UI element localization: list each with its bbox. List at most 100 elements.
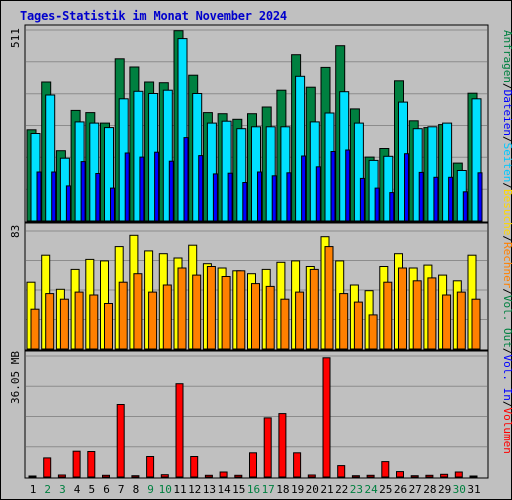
bar-dateien-day-2 (45, 94, 56, 222)
bar-seiten-day-14 (227, 172, 233, 222)
bar-rechner-day-14 (221, 276, 231, 350)
bar-seiten-day-23 (359, 177, 365, 222)
bar-rechner-day-17 (265, 285, 275, 350)
bar-dateien-day-5 (89, 122, 100, 222)
legend-volumen: Volumen (501, 408, 512, 454)
bar-rechner-day-1 (30, 308, 40, 350)
bar-rechner-day-2 (45, 293, 55, 350)
day-label-8: 8 (133, 483, 140, 496)
bar-rechner-day-21 (324, 246, 334, 350)
day-label-25: 25 (379, 483, 392, 496)
bar-volumen-day-4 (72, 450, 81, 478)
bar-dateien-day-15 (236, 128, 247, 222)
day-label-2: 2 (44, 483, 51, 496)
day-label-31: 31 (467, 483, 480, 496)
day-label-14: 14 (217, 483, 231, 496)
bar-dateien-day-8 (133, 90, 144, 222)
bar-rechner-day-25 (383, 281, 393, 350)
legend-seiten: Seiten (501, 143, 512, 183)
bar-rechner-day-31 (471, 298, 481, 350)
bar-volumen-day-28 (425, 474, 434, 478)
bar-dateien-day-19 (295, 75, 306, 222)
day-label-13: 13 (203, 483, 216, 496)
bar-seiten-day-21 (330, 151, 336, 222)
bar-rechner-day-26 (398, 267, 407, 350)
bar-seiten-day-1 (36, 171, 42, 222)
bar-seiten-day-26 (404, 153, 409, 222)
legend-separator: / (501, 288, 512, 295)
day-label-23: 23 (350, 483, 363, 496)
bar-seiten-day-4 (80, 161, 86, 222)
bar-seiten-day-15 (242, 182, 248, 222)
x-axis-day-labels: 1 2 3 4 5 6 7 8 9 10 11 12 13 14 15 16 17 18 19 20 21 22 23 24 2… (30, 483, 481, 496)
bar-rechner-day-10 (162, 284, 172, 350)
bar-seiten-day-17 (271, 175, 277, 222)
bar-rechner-day-8 (133, 273, 143, 350)
bar-seiten-day-7 (124, 152, 130, 222)
bar-volumen-day-6 (102, 474, 110, 478)
bar-seiten-day-19 (301, 155, 307, 222)
day-label-9: 9 (147, 483, 154, 496)
bar-volumen-day-13 (204, 474, 213, 478)
day-label-24: 24 (364, 483, 378, 496)
day-label-4: 4 (74, 483, 81, 496)
bar-rechner-day-23 (353, 301, 363, 350)
bar-dateien-day-17 (265, 126, 276, 222)
bar-seiten-day-12 (198, 155, 204, 222)
bar-rechner-day-12 (192, 274, 202, 350)
bar-rechner-day-15 (236, 270, 246, 350)
bar-dateien-day-14 (221, 120, 232, 222)
day-label-19: 19 (291, 483, 304, 496)
day-label-12: 12 (188, 483, 201, 496)
bar-dateien-day-6 (104, 127, 114, 222)
legend-vol-in: Vol. In (501, 355, 512, 401)
bar-dateien-day-25 (383, 155, 394, 222)
bar-volumen-day-10 (160, 474, 169, 478)
day-label-15: 15 (232, 483, 245, 496)
bar-seiten-day-6 (110, 187, 115, 222)
legend-vol-out: Vol. Out (501, 295, 512, 348)
bar-volumen-day-31 (469, 475, 478, 478)
legend-rechner: Rechner (501, 242, 512, 289)
bar-seiten-day-25 (389, 192, 395, 222)
bar-dateien-day-23 (353, 122, 364, 222)
day-label-27: 27 (409, 483, 422, 496)
bar-volumen-day-17 (263, 417, 272, 478)
day-label-3: 3 (59, 483, 66, 496)
bar-seiten-day-28 (433, 176, 439, 222)
bar-seiten-day-30 (462, 191, 468, 222)
bar-volumen-day-14 (219, 471, 228, 478)
bar-seiten-day-24 (374, 187, 380, 222)
bar-seiten-day-11 (183, 137, 189, 222)
bar-seiten-day-3 (65, 185, 71, 222)
legend-separator: / (501, 348, 512, 355)
bar-volumen-day-16 (249, 452, 257, 478)
bar-seiten-day-31 (477, 172, 483, 222)
bar-rechner-day-24 (368, 314, 378, 350)
bar-volumen-day-5 (87, 451, 96, 478)
bar-volumen-day-12 (190, 456, 199, 478)
day-label-10: 10 (159, 483, 172, 496)
bar-volumen-day-24 (366, 474, 375, 478)
bar-volumen-day-1 (28, 475, 37, 478)
day-label-26: 26 (394, 483, 407, 496)
bar-rechner-day-7 (118, 281, 128, 350)
day-label-17: 17 (262, 483, 275, 496)
bar-volumen-day-18 (278, 413, 287, 478)
bar-volumen-day-11 (175, 383, 184, 478)
bar-rechner-day-11 (177, 267, 187, 350)
bar-rechner-day-30 (456, 291, 466, 350)
bar-seiten-day-29 (448, 176, 454, 222)
legend-separator: / (501, 235, 512, 242)
bar-dateien-day-11 (177, 38, 188, 222)
day-label-7: 7 (118, 483, 125, 496)
bar-rechner-day-28 (427, 277, 437, 350)
legend-besuche: Besuche (501, 189, 512, 235)
bar-rechner-day-9 (148, 291, 158, 350)
bar-seiten-day-2 (51, 171, 57, 222)
legend-dateien: Dateien (501, 90, 512, 136)
bar-volumen-day-2 (43, 457, 52, 478)
day-label-30: 30 (453, 483, 466, 496)
day-label-6: 6 (103, 483, 110, 496)
bar-rechner-day-18 (280, 298, 290, 350)
